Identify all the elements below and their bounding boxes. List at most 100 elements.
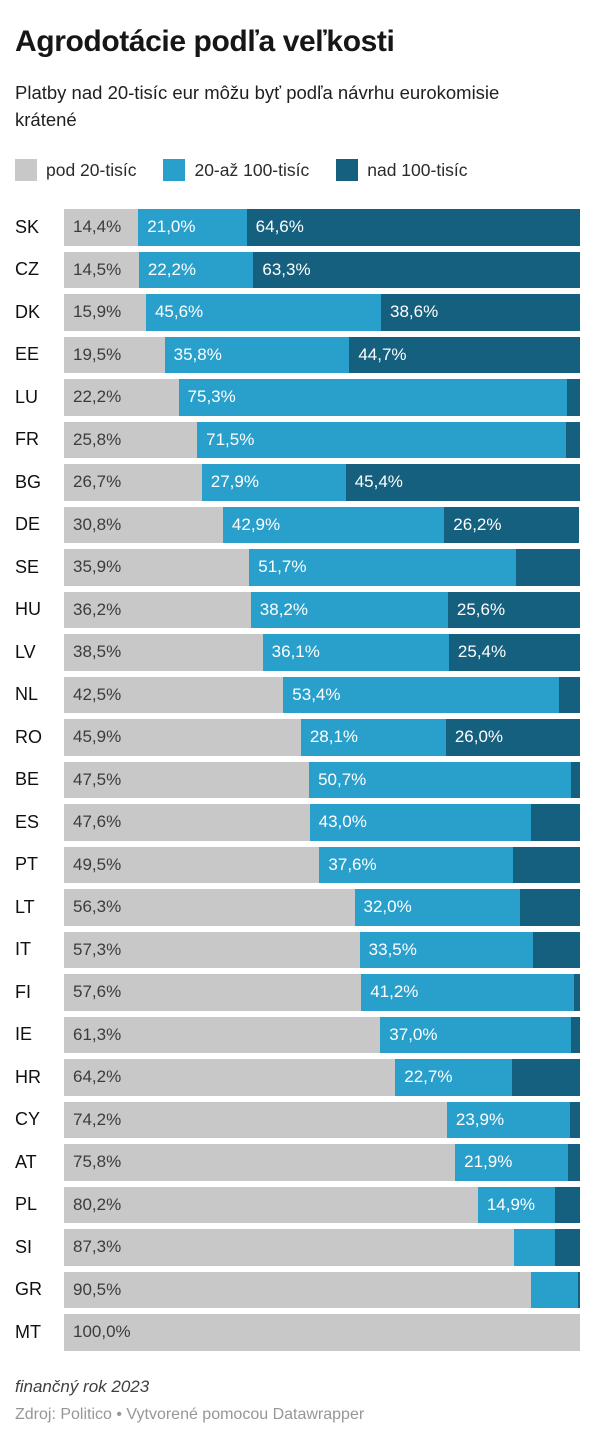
table-row: LT 56,3% 32,0% bbox=[15, 889, 580, 926]
segment-value-label: 32,0% bbox=[363, 897, 412, 917]
stacked-bar: 64,2% 22,7% bbox=[64, 1059, 580, 1096]
bar-segment: 63,3% bbox=[253, 251, 580, 288]
stacked-bar: 15,9% 45,6% 38,6% bbox=[64, 294, 580, 331]
legend-label: 20-až 100-tisíc bbox=[194, 159, 310, 180]
bar-segment: 45,4% bbox=[345, 464, 580, 501]
legend-label: pod 20-tisíc bbox=[46, 159, 137, 180]
stacked-bar: 49,5% 37,6% bbox=[64, 846, 580, 883]
table-row: SI 87,3% bbox=[15, 1229, 580, 1266]
bar-segment: 22,2% bbox=[138, 251, 254, 288]
bar-segment: 33,5% bbox=[359, 931, 533, 968]
bar-segment: 28,1% bbox=[300, 719, 446, 756]
bar-segment: 22,7% bbox=[395, 1059, 513, 1096]
country-label: SE bbox=[15, 556, 40, 577]
table-row: NL 42,5% 53,4% bbox=[15, 676, 580, 713]
stacked-bar: 80,2% 14,9% bbox=[64, 1186, 580, 1223]
country-label: LU bbox=[15, 386, 39, 407]
country-label: CZ bbox=[15, 259, 39, 280]
stacked-bar: 47,5% 50,7% bbox=[64, 761, 580, 798]
segment-value-label: 19,5% bbox=[73, 344, 122, 364]
bar-segment bbox=[532, 931, 580, 968]
segment-value-label: 45,9% bbox=[73, 727, 122, 747]
table-row: CY 74,2% 23,9% bbox=[15, 1101, 580, 1138]
segment-value-label: 38,2% bbox=[259, 599, 308, 619]
chart: SK 14,4% 21,0% 64,6% CZ 14,5% 22,2% 63,3% DK 15,9… bbox=[15, 209, 580, 1351]
segment-value-label: 47,6% bbox=[73, 812, 122, 832]
segment-value-label: 64,2% bbox=[73, 1067, 122, 1087]
bar-segment: 38,6% bbox=[381, 294, 580, 331]
country-label: GR bbox=[15, 1279, 42, 1300]
stacked-bar: 25,8% 71,5% bbox=[64, 421, 580, 458]
country-label: SK bbox=[15, 216, 40, 237]
table-row: RO 45,9% 28,1% 26,0% bbox=[15, 719, 580, 756]
table-row: HR 64,2% 22,7% bbox=[15, 1059, 580, 1096]
bar-segment: 21,9% bbox=[455, 1144, 569, 1181]
stacked-bar: 56,3% 32,0% bbox=[64, 889, 580, 926]
country-label: EE bbox=[15, 344, 40, 365]
bar-segment: 25,8% bbox=[64, 421, 198, 458]
table-row: LU 22,2% 75,3% bbox=[15, 379, 580, 416]
segment-value-label: 45,6% bbox=[154, 302, 204, 322]
bar-segment: 14,4% bbox=[64, 209, 139, 246]
table-row: SE 35,9% 51,7% bbox=[15, 549, 580, 586]
footnote: finančný rok 2023 bbox=[15, 1376, 150, 1396]
segment-value-label: 43,0% bbox=[318, 812, 367, 832]
bar-segment: 44,7% bbox=[349, 336, 580, 373]
country-label: LV bbox=[15, 641, 36, 662]
bar-segment bbox=[530, 1271, 579, 1308]
bar-segment: 15,9% bbox=[64, 294, 146, 331]
segment-value-label: 64,6% bbox=[255, 217, 304, 237]
stacked-bar: 38,5% 36,1% 25,4% bbox=[64, 634, 580, 671]
chart-subtitle: Platby nad 20-tisíc eur môžu byť podľa n… bbox=[15, 82, 500, 130]
segment-value-label: 26,7% bbox=[73, 472, 122, 492]
bar-segment bbox=[513, 846, 580, 883]
stacked-bar: 90,5% bbox=[64, 1271, 580, 1308]
bar-segment bbox=[514, 1229, 555, 1266]
bar-segment: 26,7% bbox=[64, 464, 202, 501]
stacked-bar: 74,2% 23,9% bbox=[64, 1101, 580, 1138]
chart-card: Agrodotácie podľa veľkosti Platby nad 20… bbox=[15, 25, 580, 1423]
bar-segment: 45,6% bbox=[145, 294, 382, 331]
bar-segment: 32,0% bbox=[354, 889, 520, 926]
segment-value-label: 26,2% bbox=[453, 514, 502, 534]
segment-value-label: 71,5% bbox=[206, 429, 255, 449]
bar-segment: 21,0% bbox=[138, 209, 247, 246]
chart-title: Agrodotácie podľa veľkosti bbox=[15, 25, 395, 58]
bar-segment bbox=[568, 1144, 580, 1181]
legend-item: nad 100-tisíc bbox=[336, 159, 467, 181]
bar-segment: 57,6% bbox=[64, 974, 362, 1011]
stacked-bar: 19,5% 35,8% 44,7% bbox=[64, 336, 580, 373]
bar-segment: 26,2% bbox=[444, 506, 580, 543]
country-label: SI bbox=[15, 1236, 33, 1257]
segment-value-label: 22,7% bbox=[404, 1067, 453, 1087]
table-row: GR 90,5% bbox=[15, 1271, 580, 1308]
segment-value-label: 80,2% bbox=[73, 1194, 122, 1214]
country-label: DE bbox=[15, 514, 41, 535]
country-label: BG bbox=[15, 471, 42, 492]
segment-value-label: 61,3% bbox=[73, 1024, 122, 1044]
segment-value-label: 28,1% bbox=[309, 727, 359, 747]
bar-segment: 37,6% bbox=[319, 846, 514, 883]
bar-segment bbox=[567, 379, 580, 416]
source-line: Zdroj: Politico • Vytvorené pomocou Data… bbox=[15, 1405, 365, 1423]
bar-segment bbox=[512, 1059, 580, 1096]
stacked-bar: 47,6% 43,0% bbox=[64, 804, 580, 841]
bar-segment: 80,2% bbox=[64, 1186, 478, 1223]
legend-item: pod 20-tisíc bbox=[15, 159, 136, 181]
table-row: FR 25,8% 71,5% bbox=[15, 421, 580, 458]
segment-value-label: 36,1% bbox=[271, 642, 320, 662]
segment-value-label: 21,9% bbox=[464, 1152, 513, 1172]
country-label: DK bbox=[15, 301, 41, 322]
country-label: MT bbox=[15, 1321, 41, 1342]
bar-segment: 87,3% bbox=[64, 1229, 515, 1266]
bar-segment bbox=[554, 1229, 580, 1266]
stacked-bar: 14,5% 22,2% 63,3% bbox=[64, 251, 580, 288]
bar-segment: 64,2% bbox=[64, 1059, 396, 1096]
segment-value-label: 75,8% bbox=[73, 1152, 122, 1172]
bar-segment: 43,0% bbox=[309, 804, 532, 841]
segment-value-label: 41,2% bbox=[370, 982, 419, 1002]
bar-segment: 51,7% bbox=[249, 549, 516, 586]
stacked-bar: 57,3% 33,5% bbox=[64, 931, 580, 968]
bar-segment: 25,6% bbox=[447, 591, 580, 628]
bar-segment: 23,9% bbox=[446, 1101, 571, 1138]
